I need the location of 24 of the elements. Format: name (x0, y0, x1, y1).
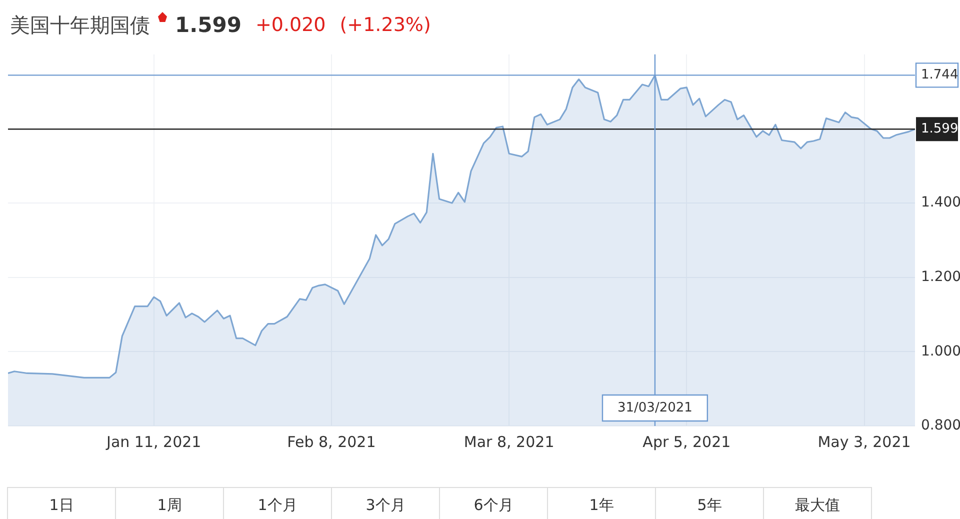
x-tick-label: Jan 11, 2021 (106, 432, 202, 451)
x-tick-label: Feb 8, 2021 (287, 432, 376, 451)
text: 5年 (655, 487, 764, 519)
text: 1日 (7, 487, 116, 519)
x-tick-label: Mar 8, 2021 (464, 432, 554, 451)
ref-line-label: 1.599 (921, 121, 958, 136)
y-tick-label: 1.000 (921, 343, 960, 360)
chart-subtitle: 1.599 (175, 13, 242, 37)
text: 1个月 (223, 487, 332, 519)
text: 6个月 (439, 487, 548, 519)
y-tick-label: 0.800 (921, 418, 960, 434)
text: 1年 (547, 487, 656, 519)
ref-line-label: 31/03/2021 (617, 400, 692, 416)
x-tick-label: May 3, 2021 (818, 432, 911, 451)
x-tick-label: Apr 5, 2021 (642, 432, 731, 451)
text: (+1.23%) (340, 14, 431, 36)
text: +0.020 (255, 14, 326, 36)
y-tick-label: 1.200 (921, 269, 960, 285)
y-tick-label: 1.400 (921, 194, 960, 211)
ref-line-label: 1.744 (921, 68, 958, 83)
text: 1周 (115, 487, 224, 519)
chart-title: 美国十年期国债 (10, 12, 150, 38)
text: 最大值 (763, 487, 872, 519)
text: 3个月 (331, 487, 440, 519)
